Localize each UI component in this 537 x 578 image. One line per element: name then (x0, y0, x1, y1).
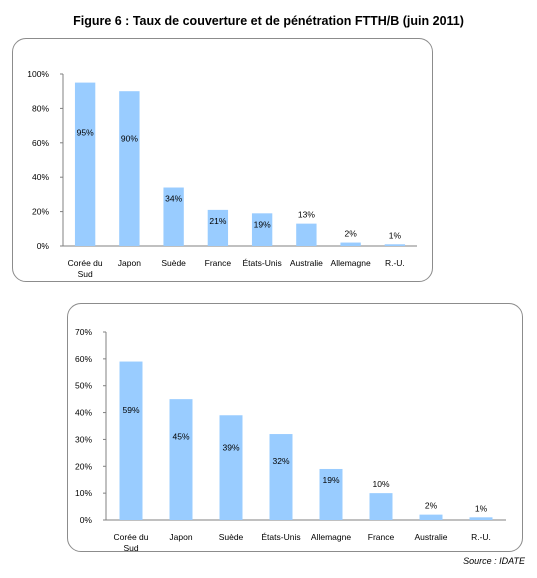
bar-coree-du-sud (74, 82, 96, 246)
x-tick-label: Japon (169, 532, 192, 542)
x-tick-label: Suède (219, 532, 244, 542)
x-tick-label: Corée du Sud (114, 532, 149, 553)
data-label: 59% (122, 405, 139, 415)
y-tick-label: 40% (32, 172, 49, 182)
data-label: 95% (77, 128, 94, 138)
y-tick-label: 10% (75, 488, 92, 498)
penetration-bar-chart: 0% 10% 20% 30% 40% 50% 60% 70% 59% Corée du Sud 45%… (75, 327, 506, 553)
data-label: 21% (209, 216, 226, 226)
bar-australie (419, 514, 443, 520)
bar-r-u (469, 517, 493, 520)
bar-japon (119, 91, 140, 246)
figure-title: Figure 6 : Taux de couverture et de péné… (73, 14, 464, 28)
y-tick-label: 0% (37, 241, 50, 251)
y-tick-label: 70% (75, 327, 92, 337)
bar-suede (219, 415, 243, 520)
x-tick-label: États-Unis (243, 258, 282, 268)
data-label: 19% (254, 219, 271, 229)
y-tick-label: 80% (32, 103, 49, 113)
data-label: 10% (372, 479, 389, 489)
x-tick-label: Australie (290, 258, 323, 268)
bar-r-u (384, 244, 406, 246)
x-tick-label: France (368, 532, 395, 542)
bar-coree-du-sud (119, 361, 143, 520)
y-tick-label: 50% (75, 381, 92, 391)
y-tick-label: 40% (75, 408, 92, 418)
y-tick-label: 20% (75, 461, 92, 471)
x-tick-label: Allemagne (311, 532, 351, 542)
x-tick-label: R.-U. (471, 532, 491, 542)
bar-etats-unis (269, 434, 293, 520)
coverage-bar-chart: 0% 20% 40% 60% 80% 100% 95% Corée du Sud 90% Japon… (27, 69, 417, 279)
bar-japon (169, 399, 193, 520)
source-note: Source : IDATE (463, 556, 525, 566)
bar-allemagne (340, 242, 361, 246)
data-label: 13% (298, 210, 315, 220)
data-label: 2% (425, 501, 438, 511)
data-label: 19% (322, 475, 339, 485)
x-tick-label: R.-U. (385, 258, 405, 268)
data-label: 32% (272, 456, 289, 466)
y-tick-label: 60% (75, 354, 92, 364)
bar-france (369, 493, 393, 520)
x-tick-label: Australie (414, 532, 447, 542)
data-label: 2% (344, 229, 357, 239)
x-tick-label: Corée du Sud (68, 258, 103, 279)
bar-suede (163, 187, 184, 246)
x-tick-label: États-Unis (261, 532, 300, 542)
y-tick-label: 20% (32, 207, 49, 217)
bar-france (207, 209, 229, 246)
data-label: 45% (172, 431, 189, 441)
data-label: 90% (121, 134, 138, 144)
x-tick-label: France (205, 258, 232, 268)
y-tick-label: 30% (75, 434, 92, 444)
penetration-chart-panel: 0% 10% 20% 30% 40% 50% 60% 70% 59% Corée du Sud 45%… (67, 303, 523, 553)
x-tick-label: Japon (118, 258, 141, 268)
y-tick-label: 60% (32, 138, 49, 148)
y-tick-label: 100% (27, 69, 49, 79)
data-label: 1% (389, 230, 402, 240)
y-tick-label: 0% (80, 515, 93, 525)
bar-allemagne (319, 468, 343, 520)
data-label: 39% (222, 443, 239, 453)
x-tick-label: Suède (161, 258, 186, 268)
x-tick-label: Allemagne (331, 258, 371, 268)
data-label: 34% (165, 194, 182, 204)
bar-etats-unis (251, 213, 273, 246)
coverage-chart-panel: 0% 20% 40% 60% 80% 100% 95% Corée du Sud 90% Japon… (12, 38, 433, 282)
data-label: 1% (475, 503, 488, 513)
bar-australie (296, 223, 317, 246)
